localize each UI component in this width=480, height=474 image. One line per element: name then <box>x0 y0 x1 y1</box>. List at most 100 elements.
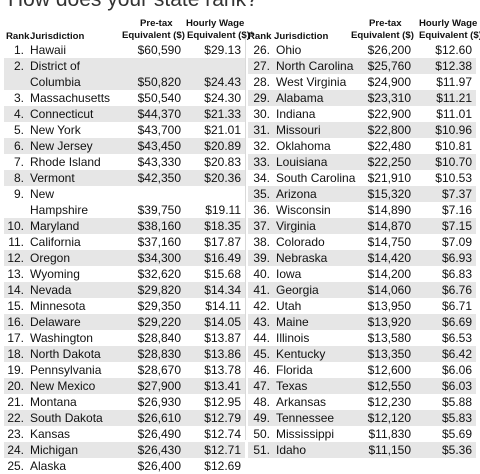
table-row: 4. Connecticut $44,370 $21.33 <box>4 106 245 122</box>
table-row: 45. Kentucky $13,350 $6.42 <box>248 346 476 362</box>
table-row: 16. Delaware $29,220 $14.05 <box>4 314 245 330</box>
table-row: 10. Maryland $38,160 $18.35 <box>4 218 245 234</box>
table-row: 40. Iowa $14,200 $6.83 <box>248 266 476 282</box>
rank-cell: 45. <box>253 347 270 361</box>
rank-cell: 8. <box>13 171 24 185</box>
pretax-cell: $26,430 <box>137 443 181 457</box>
header-hourly-equivalent: Equivalent ($)* <box>187 30 254 41</box>
jurisdiction-cell: Alaska <box>30 459 67 473</box>
jurisdiction-cell: Texas <box>276 379 308 393</box>
pretax-cell: $34,300 <box>137 251 181 265</box>
pretax-cell: $12,230 <box>367 395 411 409</box>
jurisdiction-cell: South Carolina <box>276 171 356 185</box>
rank-cell: 38. <box>253 235 270 249</box>
table-row: 6. New Jersey $43,450 $20.89 <box>4 138 245 154</box>
table-row: 18. North Dakota $28,830 $13.86 <box>4 346 245 362</box>
pretax-cell: $50,540 <box>137 91 181 105</box>
pretax-cell: $15,320 <box>367 187 411 201</box>
hourly-cell: $13.41 <box>204 379 241 393</box>
rank-cell: 19. <box>7 363 24 377</box>
rank-cell: 13. <box>7 267 24 281</box>
hourly-cell: $14.05 <box>204 315 241 329</box>
pretax-cell: $26,400 <box>137 459 181 473</box>
pretax-cell: $13,920 <box>367 315 411 329</box>
hourly-cell: $7.16 <box>441 203 472 217</box>
jurisdiction-cell: Montana <box>30 395 77 409</box>
jurisdiction-cell: Oklahoma <box>276 139 331 153</box>
table-row: 15. Minnesota $29,350 $14.11 <box>4 298 245 314</box>
hourly-cell: $11.01 <box>436 107 472 121</box>
hourly-cell: $12.95 <box>204 395 241 409</box>
rank-cell: 41. <box>253 283 270 297</box>
header-pretax: Pre-tax <box>369 18 402 29</box>
rank-cell: 42. <box>253 299 270 313</box>
pretax-cell: $22,900 <box>367 107 411 121</box>
pretax-cell: $14,200 <box>367 267 411 281</box>
table-row: 13. Wyoming $32,620 $15.68 <box>4 266 245 282</box>
jurisdiction-cell: Tennessee <box>276 411 335 425</box>
jurisdiction-cell: Arkansas <box>276 395 327 409</box>
table-row: 51. Idaho $11,150 $5.36 <box>248 442 476 458</box>
table-row: 29. Alabama $23,310 $11.21 <box>248 90 476 106</box>
page-title: How does your state rank? <box>8 0 258 12</box>
header-rank: Rank <box>6 31 30 42</box>
hourly-cell: $10.53 <box>435 171 472 185</box>
pretax-cell: $43,450 <box>137 139 181 153</box>
rank-cell: 9. <box>13 187 24 201</box>
rank-cell: 48. <box>253 395 270 409</box>
table-row: 39. Nebraska $14,420 $6.93 <box>248 250 476 266</box>
pretax-cell: $37,160 <box>137 235 181 249</box>
jurisdiction-cell: Iowa <box>276 267 302 281</box>
table-row: 23. Kansas $26,490 $12.74 <box>4 426 245 442</box>
jurisdiction-cell: Colorado <box>276 235 325 249</box>
pretax-cell: $26,610 <box>137 411 181 425</box>
hourly-cell: $5.69 <box>441 427 472 441</box>
pretax-cell: $39,750 <box>137 203 181 217</box>
hourly-cell: $5.83 <box>441 411 472 425</box>
pretax-cell: $42,350 <box>137 171 181 185</box>
table-row: 21. Montana $26,930 $12.95 <box>4 394 245 410</box>
hourly-cell: $6.71 <box>441 299 472 313</box>
pretax-cell: $25,760 <box>367 59 411 73</box>
table-row: 37. Virginia $14,870 $7.15 <box>248 218 476 234</box>
rank-cell: 49. <box>253 411 270 425</box>
rank-cell: 46. <box>253 363 270 377</box>
rank-cell: 23. <box>7 427 24 441</box>
pretax-cell: $43,700 <box>137 123 181 137</box>
rank-cell: 44. <box>253 331 270 345</box>
table-row: 20. New Mexico $27,900 $13.41 <box>4 378 245 394</box>
pretax-cell: $11,150 <box>368 443 412 457</box>
rank-cell: 3. <box>13 91 24 105</box>
jurisdiction-cell: Ohio <box>276 43 302 57</box>
rank-cell: 28. <box>253 75 270 89</box>
hourly-cell: $5.88 <box>441 395 472 409</box>
jurisdiction-cell: Maryland <box>30 219 80 233</box>
jurisdiction-cell: Minnesota <box>30 299 86 313</box>
pretax-cell: $26,490 <box>137 427 181 441</box>
header-pretax: Pre-tax <box>140 18 173 29</box>
pretax-cell: $29,350 <box>137 299 181 313</box>
table-row: 3. Massachusetts $50,540 $24.30 <box>4 90 245 106</box>
pretax-cell: $14,060 <box>367 283 411 297</box>
table-row: 36. Wisconsin $14,890 $7.16 <box>248 202 476 218</box>
rank-cell: 18. <box>7 347 24 361</box>
jurisdiction-cell-line2: Columbia <box>30 75 81 89</box>
table-row: 42. Utah $13,950 $6.71 <box>248 298 476 314</box>
header-hourly-wage: Hourly Wage <box>186 18 245 29</box>
jurisdiction-cell: Mississippi <box>276 427 335 441</box>
pretax-cell: $12,120 <box>367 411 411 425</box>
rank-cell: 2. <box>13 59 24 73</box>
jurisdiction-cell: Nevada <box>30 283 72 297</box>
header-jurisdiction: Jurisdiction <box>30 31 85 42</box>
rank-cell: 5. <box>13 123 24 137</box>
table-row: 5. New York $43,700 $21.01 <box>4 122 245 138</box>
hourly-cell: $12.74 <box>204 427 241 441</box>
jurisdiction-cell: Idaho <box>276 443 307 457</box>
hourly-cell: $6.69 <box>441 315 472 329</box>
pretax-cell: $22,800 <box>367 123 411 137</box>
header-hourly-wage: Hourly Wage <box>419 18 478 29</box>
rank-cell: 35. <box>253 187 270 201</box>
table-row: 22. South Dakota $26,610 $12.79 <box>4 410 245 426</box>
rank-cell: 51. <box>253 443 270 457</box>
table-body-left: 1. Hawaii $60,590 $29.13 2. District of $50,82… <box>4 42 245 474</box>
